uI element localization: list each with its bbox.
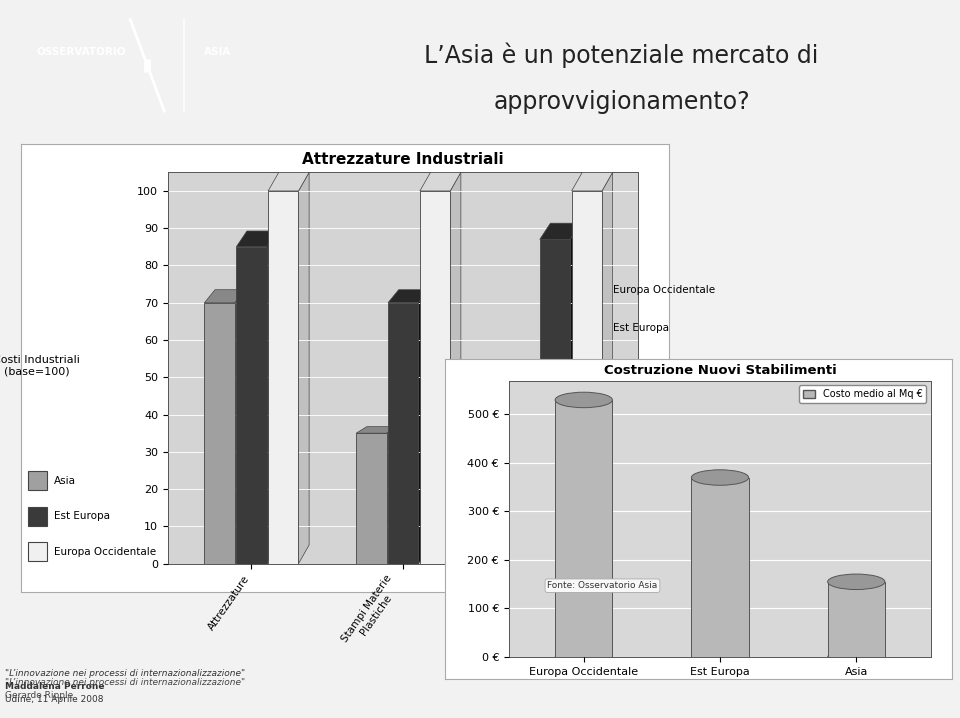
Text: Udine, 11 Aprile 2008: Udine, 11 Aprile 2008 xyxy=(5,695,104,704)
Bar xyxy=(420,191,450,564)
Bar xyxy=(691,477,749,657)
Title: Costruzione Nuovi Stabilimenti: Costruzione Nuovi Stabilimenti xyxy=(604,363,836,377)
Polygon shape xyxy=(268,172,309,191)
Bar xyxy=(204,303,235,564)
Polygon shape xyxy=(571,172,612,191)
Polygon shape xyxy=(236,231,277,247)
Bar xyxy=(236,247,267,564)
Text: Europa Occidentale: Europa Occidentale xyxy=(54,547,156,557)
Text: Fonte: Osservatorio Asia: Fonte: Osservatorio Asia xyxy=(547,581,658,590)
Bar xyxy=(508,392,539,564)
Text: Asia: Asia xyxy=(54,476,76,486)
Polygon shape xyxy=(299,172,309,564)
Bar xyxy=(571,191,602,564)
Polygon shape xyxy=(570,223,581,564)
Legend: Costo medio al Mq €: Costo medio al Mq € xyxy=(800,386,926,404)
Polygon shape xyxy=(204,290,246,303)
Bar xyxy=(555,400,612,657)
Polygon shape xyxy=(419,290,429,564)
Bar xyxy=(28,471,47,490)
Polygon shape xyxy=(508,383,549,392)
Ellipse shape xyxy=(555,392,612,408)
Polygon shape xyxy=(387,426,397,564)
Polygon shape xyxy=(267,231,277,564)
Text: Costi Industriali
(base=100): Costi Industriali (base=100) xyxy=(0,355,80,377)
Text: Europa Occidentale: Europa Occidentale xyxy=(612,285,715,295)
Polygon shape xyxy=(602,172,612,564)
Text: L’Asia è un potenziale mercato di: L’Asia è un potenziale mercato di xyxy=(424,42,819,67)
Title: Attrezzature Industriali: Attrezzature Industriali xyxy=(302,152,504,167)
Text: "L’innovazione nei processi di internazionalizzazione": "L’innovazione nei processi di internazi… xyxy=(5,678,245,687)
Text: Est Europa: Est Europa xyxy=(54,511,109,521)
Ellipse shape xyxy=(555,649,612,665)
Polygon shape xyxy=(450,172,461,564)
Polygon shape xyxy=(539,383,549,564)
Text: Gerardo Ripple: Gerardo Ripple xyxy=(5,691,73,700)
Text: Est Europa: Est Europa xyxy=(612,322,668,332)
Ellipse shape xyxy=(691,470,749,485)
Polygon shape xyxy=(540,223,581,239)
Ellipse shape xyxy=(828,574,885,589)
Text: ASIA: ASIA xyxy=(204,47,231,57)
Text: Maddalena Perrone: Maddalena Perrone xyxy=(5,682,105,691)
Bar xyxy=(268,191,299,564)
Polygon shape xyxy=(235,290,246,564)
Text: "L’innovazione nei processi di internazionalizzazione": "L’innovazione nei processi di internazi… xyxy=(5,669,245,679)
Bar xyxy=(540,239,570,564)
Text: OSSERVATORIO: OSSERVATORIO xyxy=(36,47,127,57)
Polygon shape xyxy=(388,290,429,303)
Bar xyxy=(28,507,47,526)
Polygon shape xyxy=(420,172,461,191)
Ellipse shape xyxy=(828,649,885,665)
Polygon shape xyxy=(356,426,397,433)
Text: approvvigionamento?: approvvigionamento? xyxy=(493,90,750,114)
Bar xyxy=(388,303,419,564)
Ellipse shape xyxy=(691,649,749,665)
Bar xyxy=(356,433,387,564)
Bar xyxy=(28,543,47,561)
Text: Asia: Asia xyxy=(612,360,635,370)
Bar xyxy=(828,582,885,657)
